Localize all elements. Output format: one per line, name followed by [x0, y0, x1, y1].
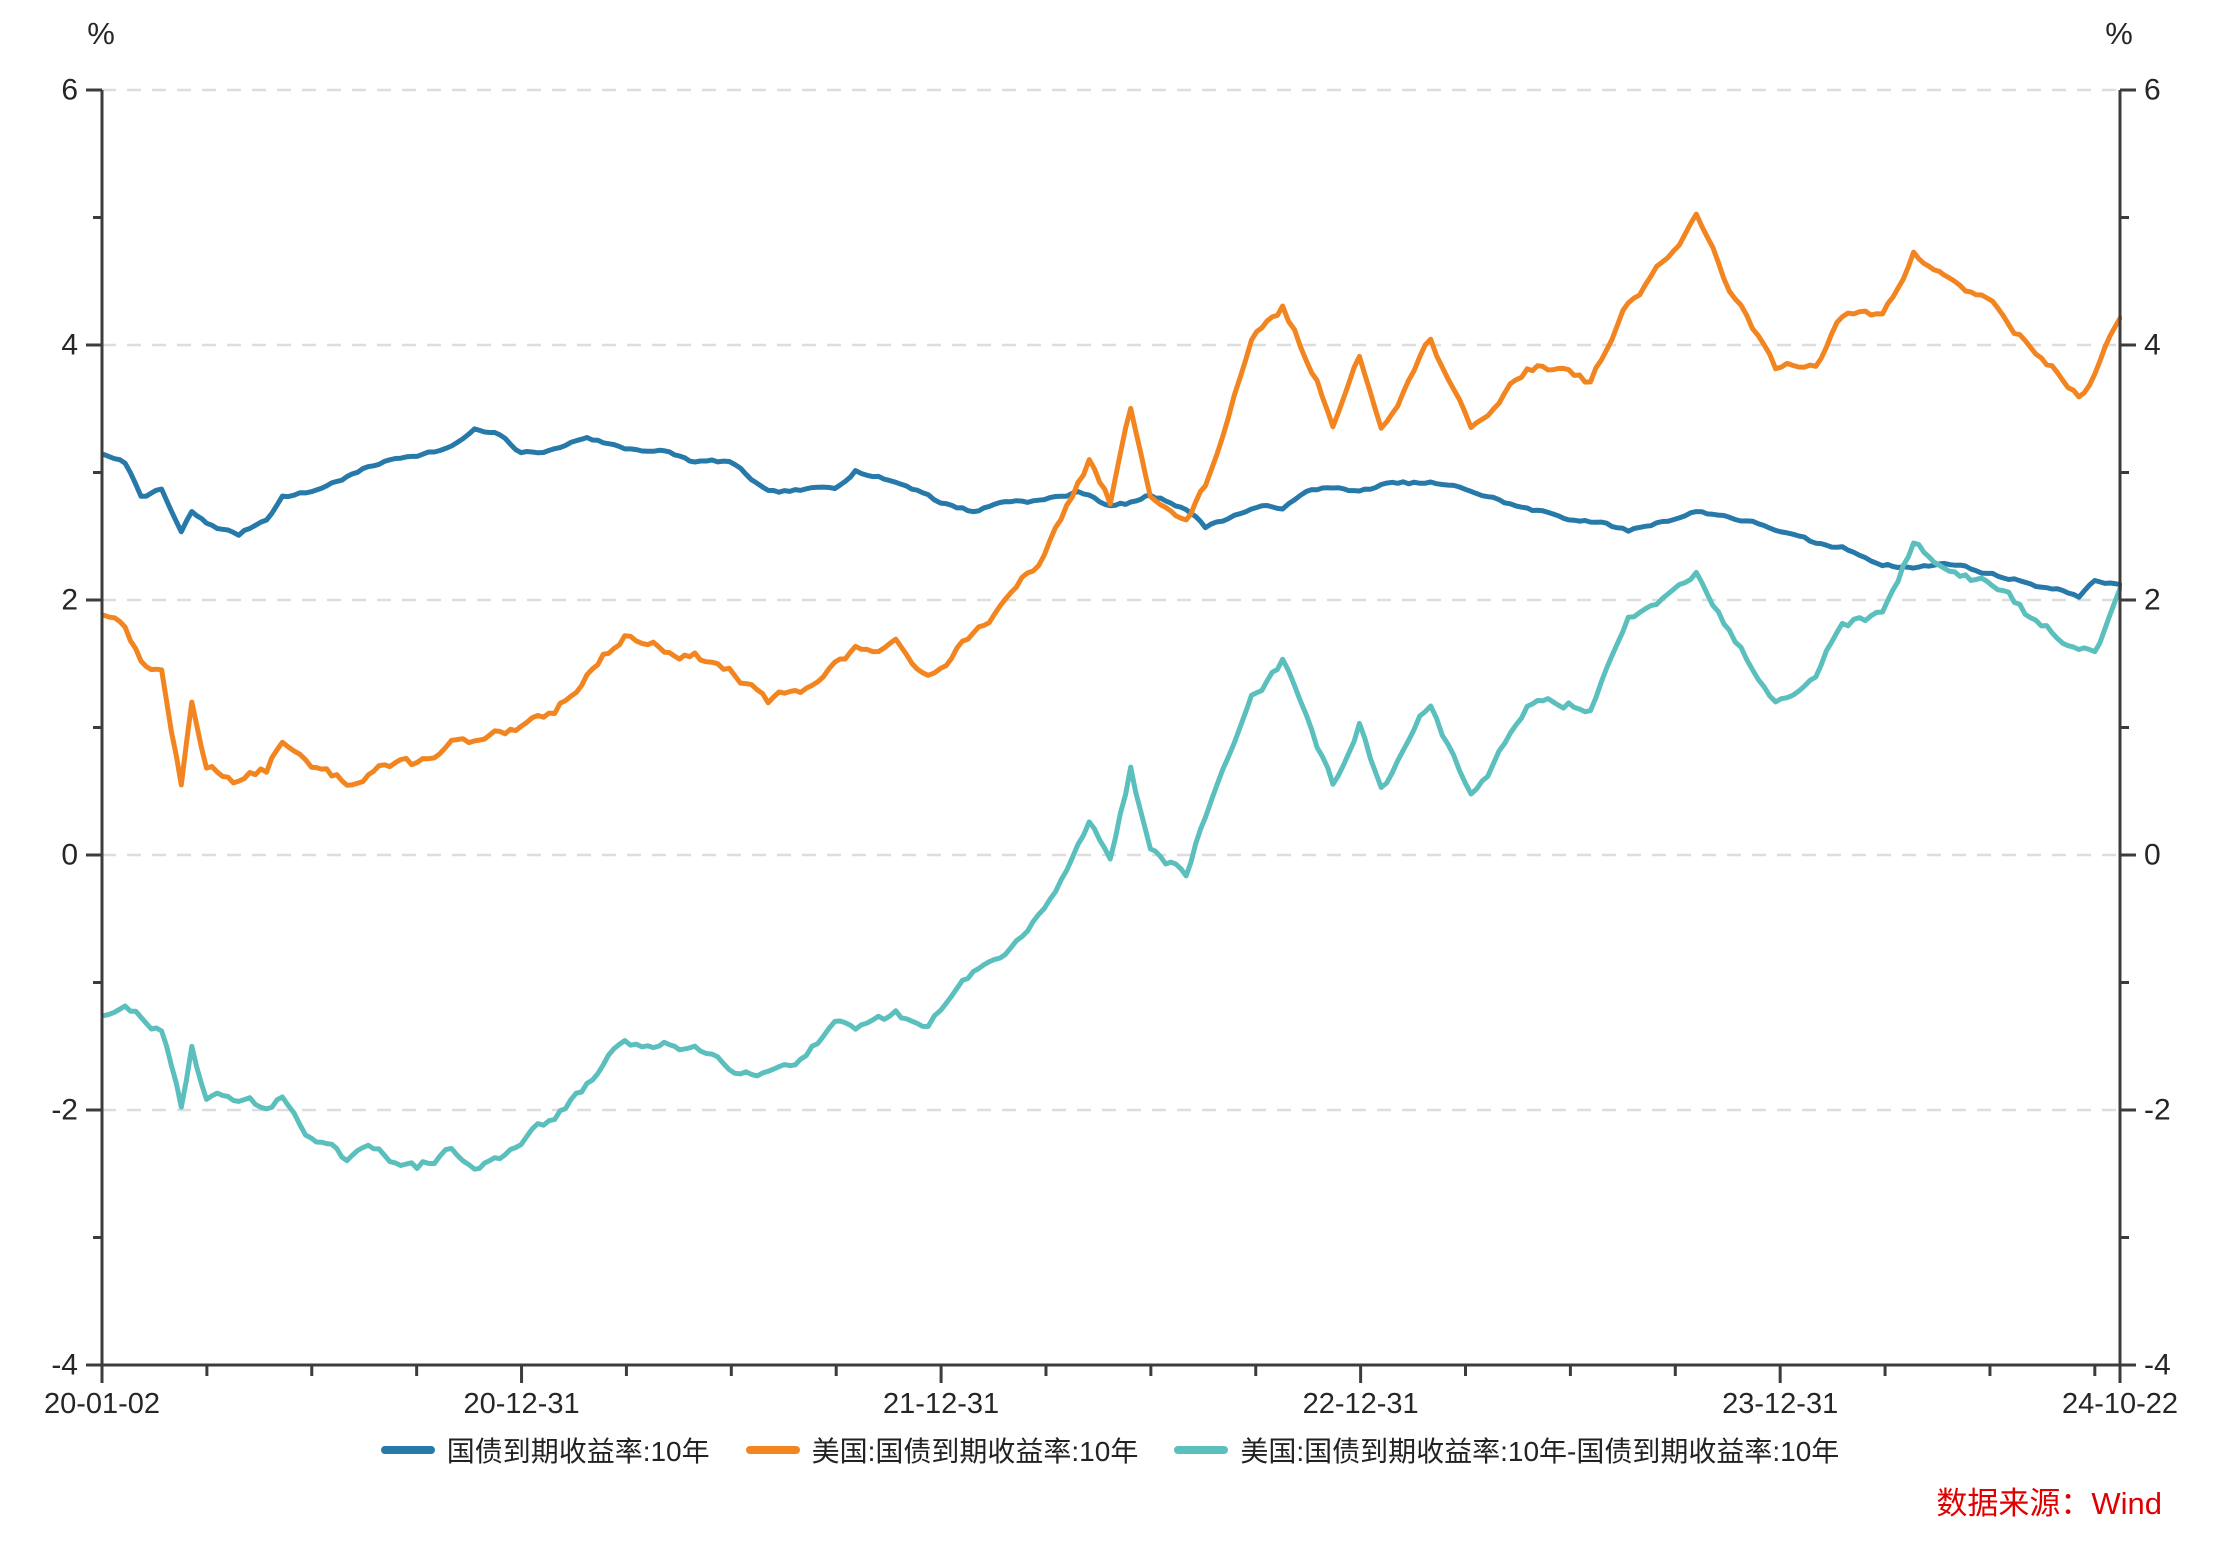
legend: 国债到期收益率:10年 美国:国债到期收益率:10年 美国:国债到期收益率:10… [0, 1430, 2220, 1470]
y-tick-label-left: 6 [61, 74, 78, 107]
legend-swatch-1 [745, 1446, 800, 1454]
source-note: 数据来源：Wind [1936, 1486, 2162, 1521]
y-tick-label-left: -2 [51, 1094, 78, 1127]
legend-swatch-2 [1174, 1446, 1229, 1454]
right-axis-unit-label: % [2105, 16, 2133, 51]
series-line-2 [101, 540, 2122, 1172]
y-tick-label-left: 4 [61, 329, 78, 362]
legend-swatch-0 [380, 1446, 435, 1454]
x-tick-label: 24-10-22 [2062, 1388, 2178, 1420]
legend-label-us-yield: 美国:国债到期收益率:10年 [811, 1436, 1139, 1467]
legend-item-us-yield: 美国:国债到期收益率:10年 [745, 1430, 1139, 1470]
x-tick-label: 23-12-31 [1722, 1388, 1838, 1420]
y-tick-label-left: -4 [51, 1349, 78, 1382]
y-tick-label-right: 6 [2144, 74, 2161, 107]
y-tick-label-right: 0 [2144, 839, 2161, 872]
y-tick-label-left: 0 [61, 839, 78, 872]
series-line-0 [101, 426, 2122, 600]
y-tick-label-right: 2 [2144, 584, 2161, 617]
y-tick-label-right: 4 [2144, 329, 2161, 362]
legend-item-spread: 美国:国债到期收益率:10年-国债到期收益率:10年 [1174, 1430, 1839, 1470]
legend-item-china-yield: 国债到期收益率:10年 [380, 1430, 710, 1470]
x-tick-label: 21-12-31 [883, 1388, 999, 1420]
legend-label-china-yield: 国债到期收益率:10年 [446, 1436, 710, 1467]
left-axis-unit-label: % [87, 16, 115, 51]
y-tick-label-right: -2 [2144, 1094, 2171, 1127]
x-tick-label: 22-12-31 [1303, 1388, 1419, 1420]
y-tick-label-right: -4 [2144, 1349, 2171, 1382]
x-tick-label: 20-12-31 [463, 1388, 579, 1420]
x-tick-label: 20-01-02 [44, 1388, 160, 1420]
series-line-1 [101, 211, 2122, 788]
legend-label-spread: 美国:国债到期收益率:10年-国债到期收益率:10年 [1240, 1436, 1840, 1467]
y-tick-label-left: 2 [61, 584, 78, 617]
